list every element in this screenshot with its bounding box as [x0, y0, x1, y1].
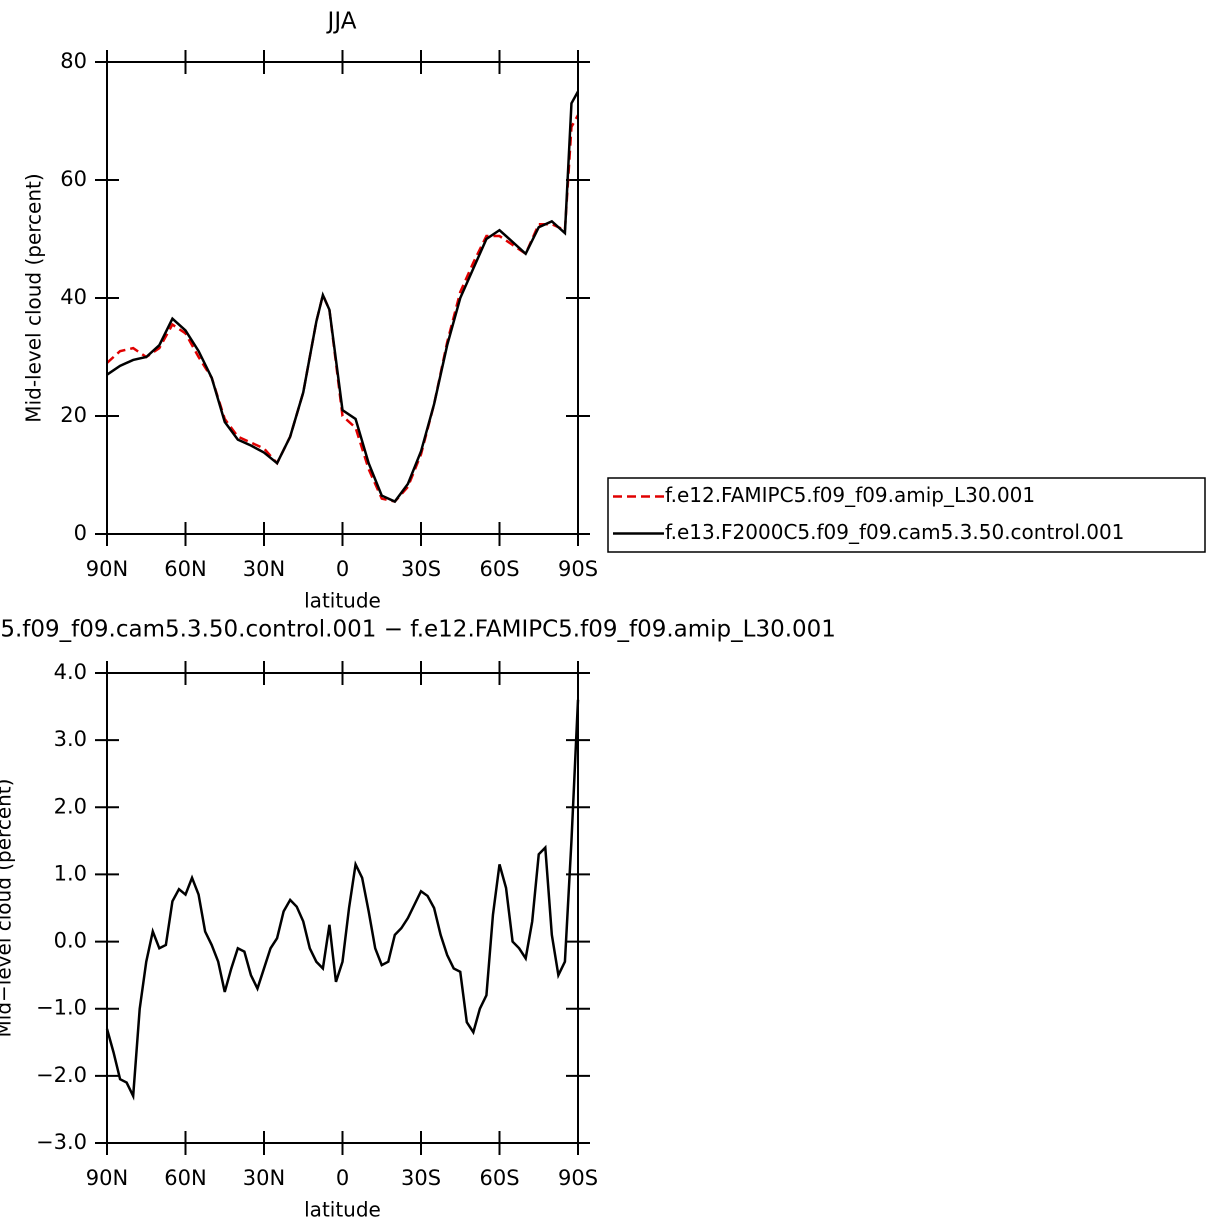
chart-title: JJA — [326, 9, 357, 35]
x-tick-label: 90N — [86, 557, 128, 581]
y-tick-label: 1.0 — [54, 861, 87, 885]
data-line — [105, 699, 580, 1101]
x-tick-label: 90N — [86, 1166, 128, 1190]
y-tick-label: 40 — [60, 285, 87, 309]
y-tick-label: 60 — [60, 167, 87, 191]
x-tick-label: 60S — [479, 557, 519, 581]
legend: f.e12.FAMIPC5.f09_f09.amip_L30.001 f.e13.… — [607, 477, 1206, 553]
x-tick-label: 60S — [479, 1166, 519, 1190]
x-tick-label: 30N — [243, 557, 285, 581]
legend-label: f.e13.F2000C5.f09_f09.cam5.3.50.control.… — [665, 520, 1124, 544]
x-tick-label: 90S — [558, 557, 598, 581]
y-tick-label: 80 — [60, 49, 87, 73]
y-tick-label: 0.0 — [54, 929, 87, 953]
legend-box — [607, 477, 1206, 553]
y-tick-label: −1.0 — [36, 996, 87, 1020]
y-tick-label: 2.0 — [54, 794, 87, 818]
x-tick-label: 30N — [243, 1166, 285, 1190]
y-axis-label: Mid-level cloud (percent) — [22, 173, 46, 422]
x-tick-label: 0 — [336, 557, 349, 581]
legend-label: f.e12.FAMIPC5.f09_f09.amip_L30.001 — [665, 483, 1035, 507]
x-tick-label: 60N — [164, 557, 206, 581]
y-tick-label: 4.0 — [54, 660, 87, 684]
y-tick-label: −2.0 — [36, 1063, 87, 1087]
x-tick-label: 90S — [558, 1166, 598, 1190]
x-tick-label: 60N — [164, 1166, 206, 1190]
data-line — [106, 90, 580, 504]
x-tick-label: 0 — [336, 1166, 349, 1190]
y-tick-label: 20 — [60, 403, 87, 427]
data-line — [106, 114, 580, 503]
plot-frame — [106, 61, 579, 535]
x-axis-label: latitude — [304, 589, 381, 613]
plot: JJA latitude Mid-level cloud (percent) 90N 6… — [22, 9, 1206, 613]
x-axis-label: latitude — [304, 1198, 381, 1222]
y-tick-label: 3.0 — [54, 727, 87, 751]
y-tick-label: −3.0 — [36, 1130, 87, 1154]
chart-title: f.e13.F2000C5.f09_f09.cam5.3.50.control.… — [0, 617, 836, 643]
plot: f.e13.F2000C5.f09_f09.cam5.3.50.control.… — [0, 617, 836, 1222]
plot-frame — [106, 672, 579, 1144]
y-tick-label: 0 — [74, 521, 87, 545]
y-axis-label: Mid−level cloud (percent) — [0, 779, 16, 1038]
x-tick-label: 30S — [401, 557, 441, 581]
x-tick-label: 30S — [401, 1166, 441, 1190]
